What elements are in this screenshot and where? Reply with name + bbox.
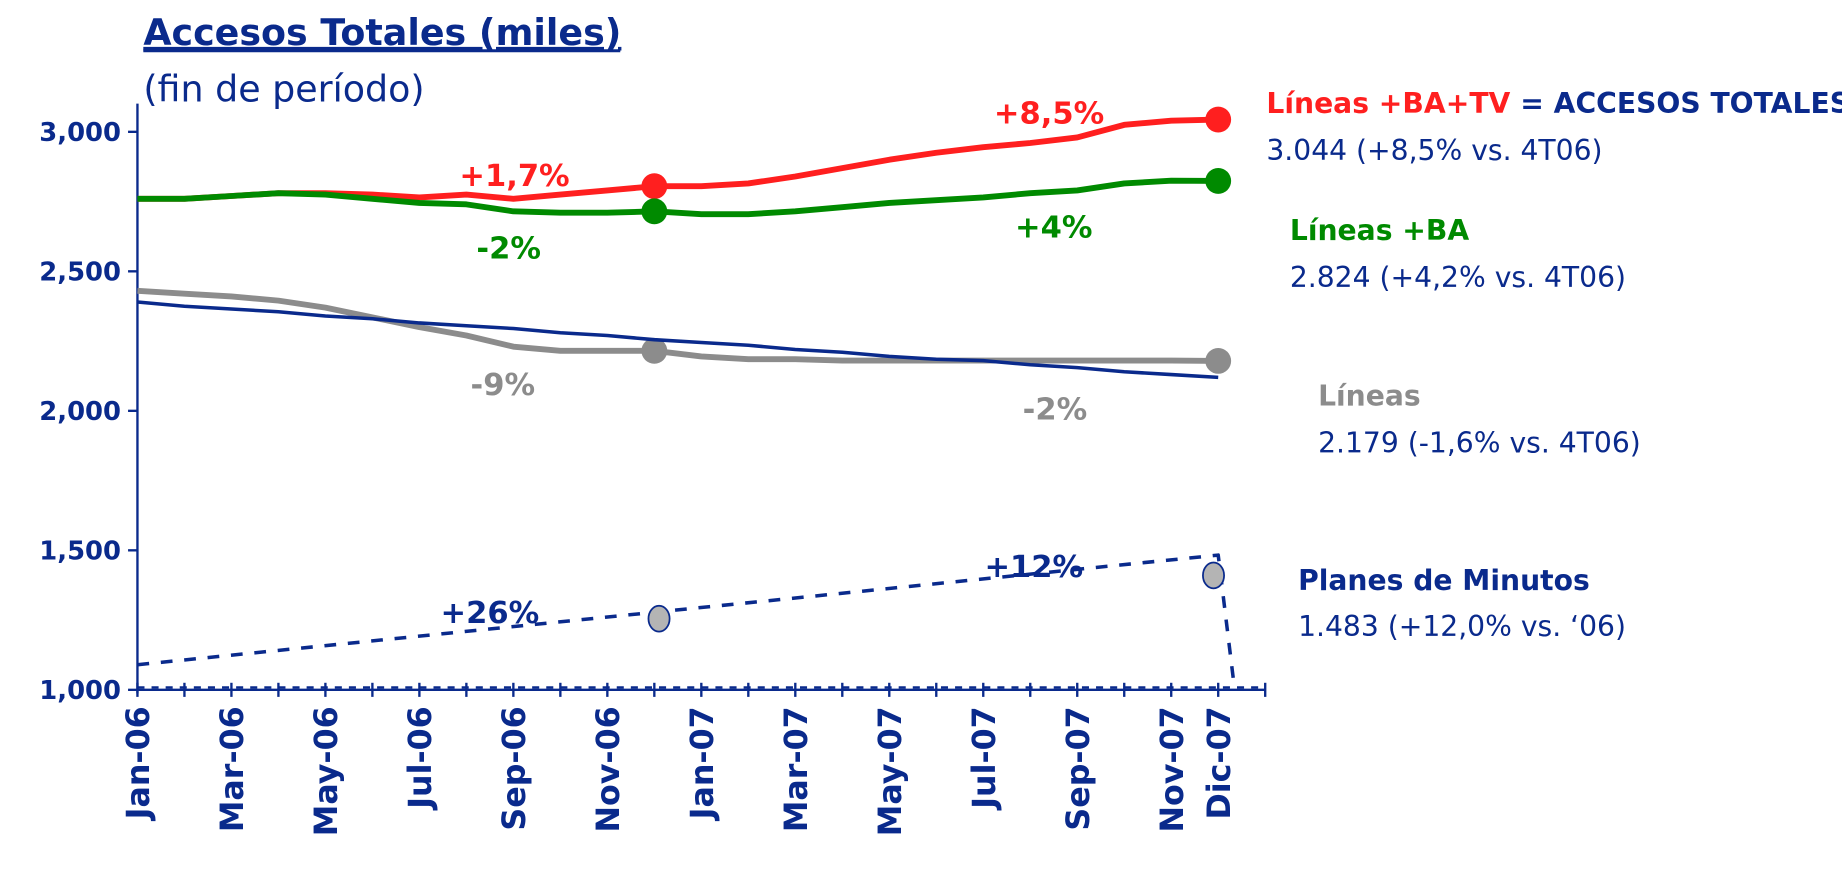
legend-name: Líneas +BA+TV xyxy=(1266,87,1510,120)
series-marker xyxy=(641,337,668,364)
x-tick-label: Nov-06 xyxy=(591,706,627,832)
series-marker xyxy=(1205,106,1232,133)
x-tick-label: May-06 xyxy=(309,706,345,836)
point-marker xyxy=(647,604,671,633)
legend-detail: 2.179 (-1,6% vs. 4T06) xyxy=(1318,427,1641,460)
chart-subtitle: (fin de período) xyxy=(143,67,424,110)
x-tick-label: Jan-07 xyxy=(685,706,721,821)
y-tick-label: 2,500 xyxy=(39,258,121,288)
x-tick-label: Jul-07 xyxy=(967,706,1003,811)
legend-detail: 3.044 (+8,5% vs. 4T06) xyxy=(1266,134,1602,167)
series-line xyxy=(137,553,1237,691)
legend-name: Líneas +BA xyxy=(1290,214,1470,247)
series-line xyxy=(137,300,1219,380)
annotation: +4% xyxy=(1015,211,1092,246)
annotation: +1,7% xyxy=(459,159,569,194)
annotation: +8,5% xyxy=(994,97,1104,132)
x-tick-label: Jan-06 xyxy=(121,706,157,821)
annotation: +26% xyxy=(441,596,540,631)
y-tick-label: 1,500 xyxy=(39,537,121,567)
series-marker xyxy=(641,198,668,225)
y-tick-label: 1,000 xyxy=(39,676,121,706)
series-line xyxy=(137,287,1219,364)
chart-title: Accesos Totales (miles) xyxy=(143,11,621,54)
series-marker xyxy=(1205,347,1232,374)
y-tick-label: 2,000 xyxy=(39,397,121,427)
legend-entry: Líneas +BA+TV = ACCESOS TOTALES xyxy=(1266,87,1842,120)
series-marker xyxy=(641,173,668,200)
x-tick-label: Sep-06 xyxy=(497,706,533,830)
annotation: -2% xyxy=(476,232,541,267)
annotation: -9% xyxy=(471,368,536,403)
legend-detail: 1.483 (+12,0% vs. ‘06) xyxy=(1298,610,1626,643)
series-marker xyxy=(1205,168,1232,194)
x-tick-label: Mar-06 xyxy=(215,706,251,832)
series-line xyxy=(137,177,1219,218)
x-tick-label: Dic-07 xyxy=(1202,706,1238,819)
y-tick-label: 3,000 xyxy=(39,118,121,148)
annotation: +12% xyxy=(984,550,1083,585)
x-tick-label: May-07 xyxy=(873,706,909,836)
x-tick-label: Mar-07 xyxy=(779,706,815,832)
annotation: -2% xyxy=(1023,393,1088,428)
x-tick-label: Sep-07 xyxy=(1061,706,1097,830)
legend-note: = ACCESOS TOTALES xyxy=(1520,87,1842,120)
legend-detail: 2.824 (+4,2% vs. 4T06) xyxy=(1290,261,1626,294)
x-tick-label: Jul-06 xyxy=(403,706,439,811)
legend-name: Líneas xyxy=(1318,380,1421,413)
legend-name: Planes de Minutos xyxy=(1298,564,1590,597)
x-tick-label: Nov-07 xyxy=(1155,706,1191,832)
point-marker xyxy=(1202,561,1225,590)
